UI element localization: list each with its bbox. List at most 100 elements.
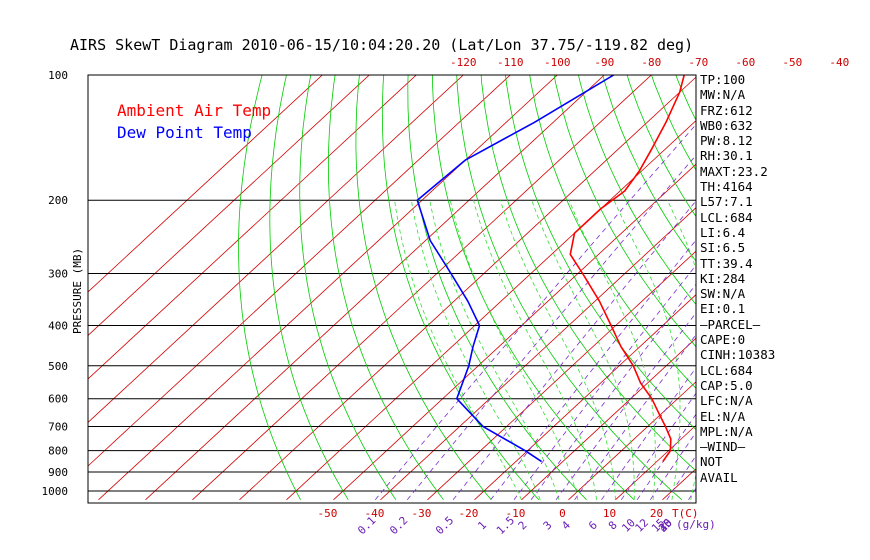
mixing-ratio-label: 4: [559, 518, 573, 532]
pressure-tick-label: 800: [48, 445, 68, 458]
moist-adiabat-line: [449, 200, 579, 500]
dry-adiabat-line: [787, 56, 870, 500]
dry-adiabat-line: [480, 75, 696, 472]
pressure-tick-label: 500: [48, 360, 68, 373]
stat-line: FRZ:612: [700, 102, 753, 118]
top-temp-tick-label: -70: [688, 56, 708, 69]
plot-frame: [87, 74, 697, 504]
moist-adiabat-line: [473, 200, 598, 500]
bottom-temp-tick-label: -50: [318, 507, 338, 520]
ambient-temp-line: [569, 75, 685, 463]
mixing-ratio-label: 0.5: [433, 514, 456, 537]
pressure-tick-label: 400: [48, 319, 68, 332]
legend-dewpoint: Dew Point Temp: [117, 123, 252, 142]
stat-line: CAPE:0: [700, 332, 746, 348]
mixing-ratio-line: [530, 283, 696, 501]
stats-panel: TP:100 MW:N/A FRZ:612 WB0:632 PW:8.12 RH:30.1…: [700, 72, 775, 485]
top-temp-tick-label: -90: [594, 56, 614, 69]
top-temp-tick-label: -100: [544, 56, 571, 69]
mixing-ratio-label: 8: [606, 519, 620, 533]
dry-adiabat-line: [238, 75, 301, 500]
top-temp-tick-label: -120: [450, 56, 477, 69]
moist-adiabat-line: [568, 200, 656, 500]
bottom-temp-tick-label: 20: [650, 507, 663, 520]
moist-adiabat-line: [499, 200, 616, 500]
isotherm-line: [850, 56, 870, 500]
isotherm-line: [88, 75, 417, 380]
legend-ambient: Ambient Air Temp: [117, 101, 272, 120]
dry-adiabat-line: [327, 75, 444, 501]
moist-adiabat-line: [429, 200, 560, 500]
stat-line: LFC:N/A: [700, 393, 753, 409]
dry-adiabat-line: [407, 75, 587, 501]
pressure-tick-label: 1000: [42, 485, 69, 498]
temp-unit-label: T(C): [672, 507, 699, 520]
stat-line: LCL:684: [700, 362, 753, 378]
mixing-ratio-unit-label: (g/kg): [676, 518, 716, 531]
dry-adiabat-line: [355, 75, 492, 501]
isotherm-line: [615, 424, 696, 501]
stat-line: EI:0.1: [700, 301, 746, 317]
stat-line: —WIND—: [700, 439, 746, 455]
mixing-ratio-label: 1: [475, 519, 489, 533]
top-temp-tick-label: -50: [782, 56, 802, 69]
bottom-temp-tick-label: 0: [559, 507, 566, 520]
stat-line: EL:N/A: [700, 408, 746, 424]
stat-line: MW:N/A: [700, 87, 746, 103]
moist-adiabat-line: [410, 200, 541, 500]
stat-line: RH:30.1: [700, 148, 753, 164]
isotherm-line: [521, 337, 696, 501]
stat-line: SW:N/A: [700, 286, 746, 302]
dry-adiabat-line: [299, 75, 397, 501]
dry-adiabat-line: [432, 75, 635, 501]
stat-line: CINH:10383: [700, 347, 776, 363]
dry-adiabat-line: [578, 75, 696, 305]
stat-line: SI:6.5: [700, 240, 746, 256]
bottom-temp-tick-label: -10: [506, 507, 526, 520]
dry-adiabat-line: [529, 75, 696, 389]
pressure-tick-label: 600: [48, 393, 68, 406]
top-temp-tick-label: -110: [497, 56, 524, 69]
bottom-temp-tick-label: -20: [459, 507, 479, 520]
stat-line: AVAIL: [700, 469, 738, 485]
stat-line: TP:100: [700, 72, 746, 87]
top-temp-tick-label: -80: [641, 56, 661, 69]
isotherm-line: [803, 56, 870, 500]
moist-adiabat-line: [531, 200, 635, 500]
dry-adiabat-line: [857, 56, 870, 500]
isotherm-line: [427, 250, 696, 501]
mixing-ratio-line: [452, 200, 696, 501]
stat-line: —PARCEL—: [700, 316, 761, 332]
isotherm-line: [239, 76, 696, 501]
chart-title: AIRS SkewT Diagram 2010-06-15/10:04:20.2…: [70, 36, 694, 54]
isotherm-line: [88, 75, 511, 467]
mixing-ratio-label: 2: [516, 519, 530, 533]
isotherm-line: [88, 75, 323, 293]
dry-adiabat-line: [269, 75, 349, 500]
top-temp-tick-label: -60: [735, 56, 755, 69]
isotherm-line: [192, 75, 652, 501]
pressure-tick-label: 200: [48, 194, 68, 207]
isotherm-line: [568, 381, 696, 501]
moist-adiabat-line: [613, 200, 681, 500]
stat-line: WB0:632: [700, 117, 753, 133]
dry-adiabat-line: [810, 56, 870, 500]
dry-adiabat-line: [602, 75, 696, 262]
mixing-ratio-line: [490, 239, 696, 501]
dry-adiabat-line: [505, 75, 696, 431]
stat-line: TH:4164: [700, 179, 753, 195]
dry-adiabat-line: [553, 75, 696, 348]
stat-line: MAXT:23.2: [700, 163, 768, 179]
mixing-ratio-line: [513, 264, 696, 501]
pressure-tick-label: 700: [48, 421, 68, 434]
mixing-ratio-label: 6: [586, 519, 600, 533]
isotherm-line: [88, 75, 370, 336]
stat-line: TT:39.4: [700, 255, 753, 271]
stat-line: L57:7.1: [700, 194, 753, 210]
mixing-ratio-line: [406, 154, 696, 501]
stat-line: NOT: [700, 454, 723, 470]
stat-line: LI:6.4: [700, 224, 746, 240]
stat-line: MPL:N/A: [700, 423, 753, 439]
bottom-temp-tick-label: -40: [365, 507, 385, 520]
